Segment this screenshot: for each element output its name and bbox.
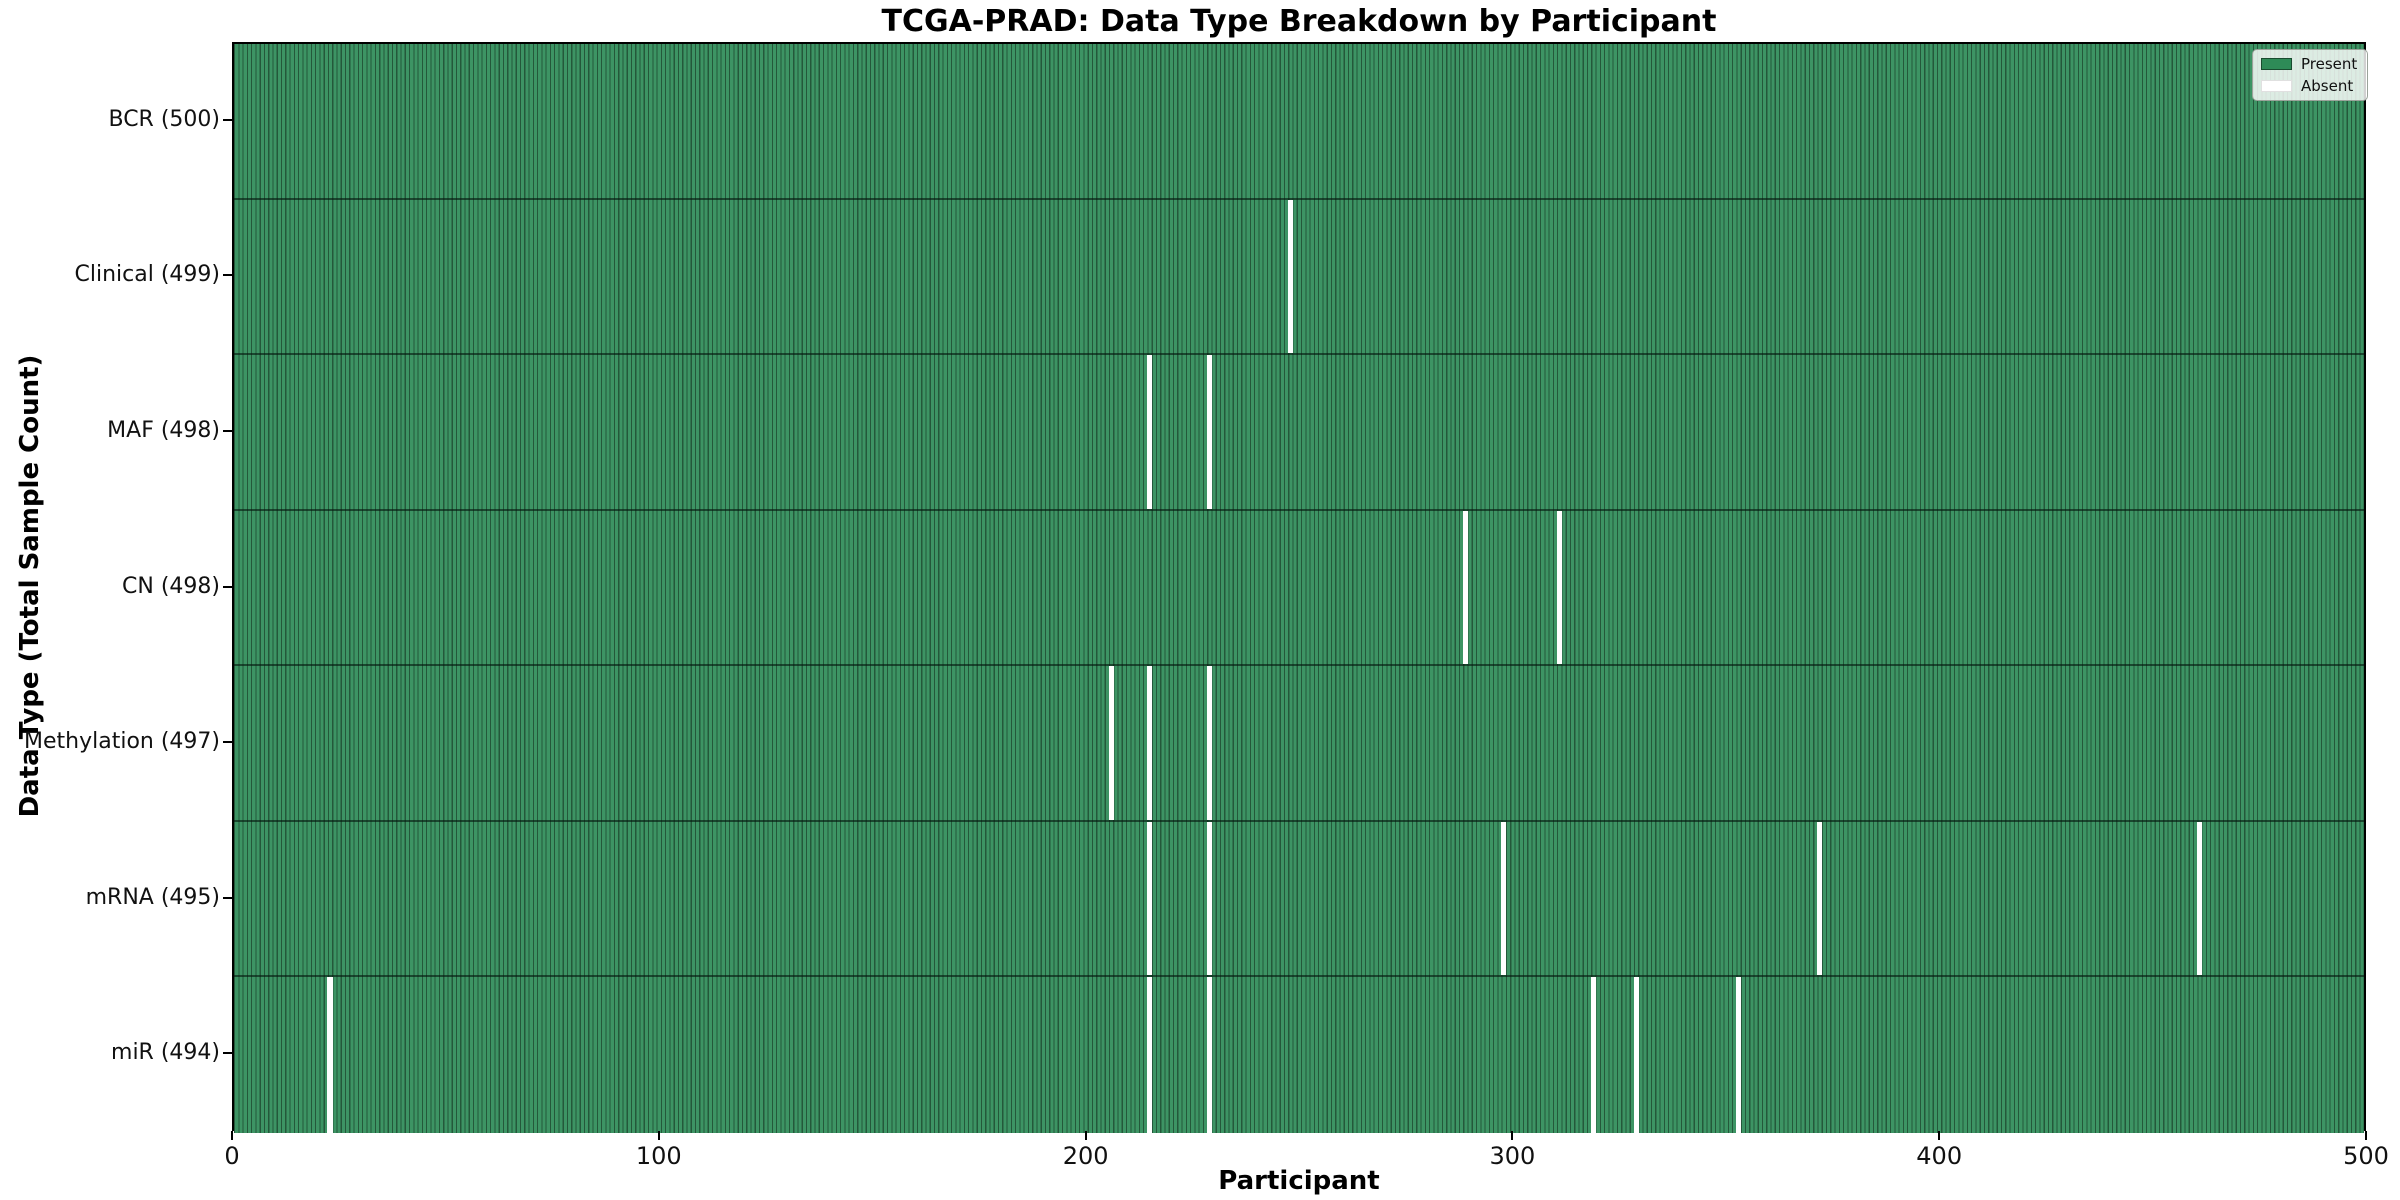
x-axis-label: Participant bbox=[1218, 1166, 1380, 1196]
absent-gap-maf-228 bbox=[1206, 355, 1212, 509]
absent-gap-mrna-228 bbox=[1206, 821, 1212, 976]
legend-label-present: Present bbox=[2301, 55, 2358, 73]
absent-gap-methylation-228 bbox=[1206, 666, 1212, 820]
x-tick-mark bbox=[231, 1131, 233, 1140]
plot-area bbox=[232, 42, 2366, 1133]
legend-label-absent: Absent bbox=[2301, 77, 2354, 95]
absent-gap-mir-328 bbox=[1633, 977, 1639, 1133]
legend-item-present: Present bbox=[2261, 56, 2357, 72]
row-clinical bbox=[234, 199, 2364, 356]
absent-gap-maf-214 bbox=[1146, 355, 1152, 509]
legend-item-absent: Absent bbox=[2261, 78, 2357, 94]
absent-gap-mrna-214 bbox=[1146, 821, 1152, 976]
y-tick-label-mrna: mRNA (495) bbox=[85, 884, 220, 910]
x-tick-label-0: 0 bbox=[224, 1142, 240, 1170]
y-tick-label-bcr: BCR (500) bbox=[108, 106, 220, 132]
row-methylation bbox=[234, 666, 2364, 822]
y-tick-mark bbox=[223, 118, 232, 121]
absent-gap-clinical-247 bbox=[1287, 199, 1293, 354]
y-tick-label-clinical: Clinical (499) bbox=[74, 262, 220, 288]
row-cn bbox=[234, 510, 2364, 667]
row-bcr bbox=[234, 44, 2364, 200]
legend: Present Absent bbox=[2252, 49, 2369, 101]
row-mir bbox=[234, 977, 2364, 1133]
y-tick-mark bbox=[223, 585, 232, 588]
x-tick-label-500: 500 bbox=[2343, 1142, 2389, 1170]
absent-gap-mir-318 bbox=[1590, 977, 1596, 1133]
x-tick-mark bbox=[1511, 1131, 1514, 1140]
y-tick-label-cn: CN (498) bbox=[122, 573, 220, 599]
y-tick-label-mir: miR (494) bbox=[111, 1040, 220, 1066]
y-tick-mark bbox=[223, 896, 232, 899]
absent-gap-mrna-460 bbox=[2196, 821, 2202, 976]
present-swatch-icon bbox=[2261, 58, 2292, 70]
x-tick-label-100: 100 bbox=[635, 1142, 682, 1170]
absent-gap-cn-310 bbox=[1556, 510, 1562, 665]
absent-gap-methylation-214 bbox=[1146, 666, 1152, 820]
absent-gap-mrna-371 bbox=[1817, 821, 1823, 976]
chart-title: TCGA-PRAD: Data Type Breakdown by Partic… bbox=[881, 4, 1717, 39]
absent-gap-mir-214 bbox=[1146, 977, 1152, 1133]
x-tick-label-200: 200 bbox=[1062, 1142, 1109, 1170]
y-tick-mark bbox=[223, 741, 232, 744]
y-tick-label-maf: MAF (498) bbox=[107, 417, 220, 443]
y-tick-mark bbox=[223, 1052, 232, 1055]
absent-swatch-icon bbox=[2261, 80, 2292, 92]
absent-gap-cn-288 bbox=[1462, 510, 1468, 665]
x-tick-label-300: 300 bbox=[1489, 1142, 1536, 1170]
absent-gap-mir-22 bbox=[327, 977, 333, 1133]
y-tick-mark bbox=[223, 274, 232, 277]
absent-gap-mrna-297 bbox=[1501, 821, 1507, 976]
y-tick-mark bbox=[223, 429, 232, 432]
absent-gap-mir-352 bbox=[1735, 977, 1741, 1133]
x-tick-label-400: 400 bbox=[1916, 1142, 1963, 1170]
row-maf bbox=[234, 355, 2364, 511]
absent-gap-mir-228 bbox=[1206, 977, 1212, 1133]
x-tick-mark bbox=[1938, 1131, 1941, 1140]
x-tick-mark bbox=[1084, 1131, 1087, 1140]
row-mrna bbox=[234, 821, 2364, 978]
x-tick-mark bbox=[2365, 1131, 2367, 1140]
x-tick-mark bbox=[657, 1131, 660, 1140]
y-tick-label-methylation: Methylation (497) bbox=[24, 729, 220, 755]
absent-gap-methylation-205 bbox=[1108, 666, 1114, 820]
